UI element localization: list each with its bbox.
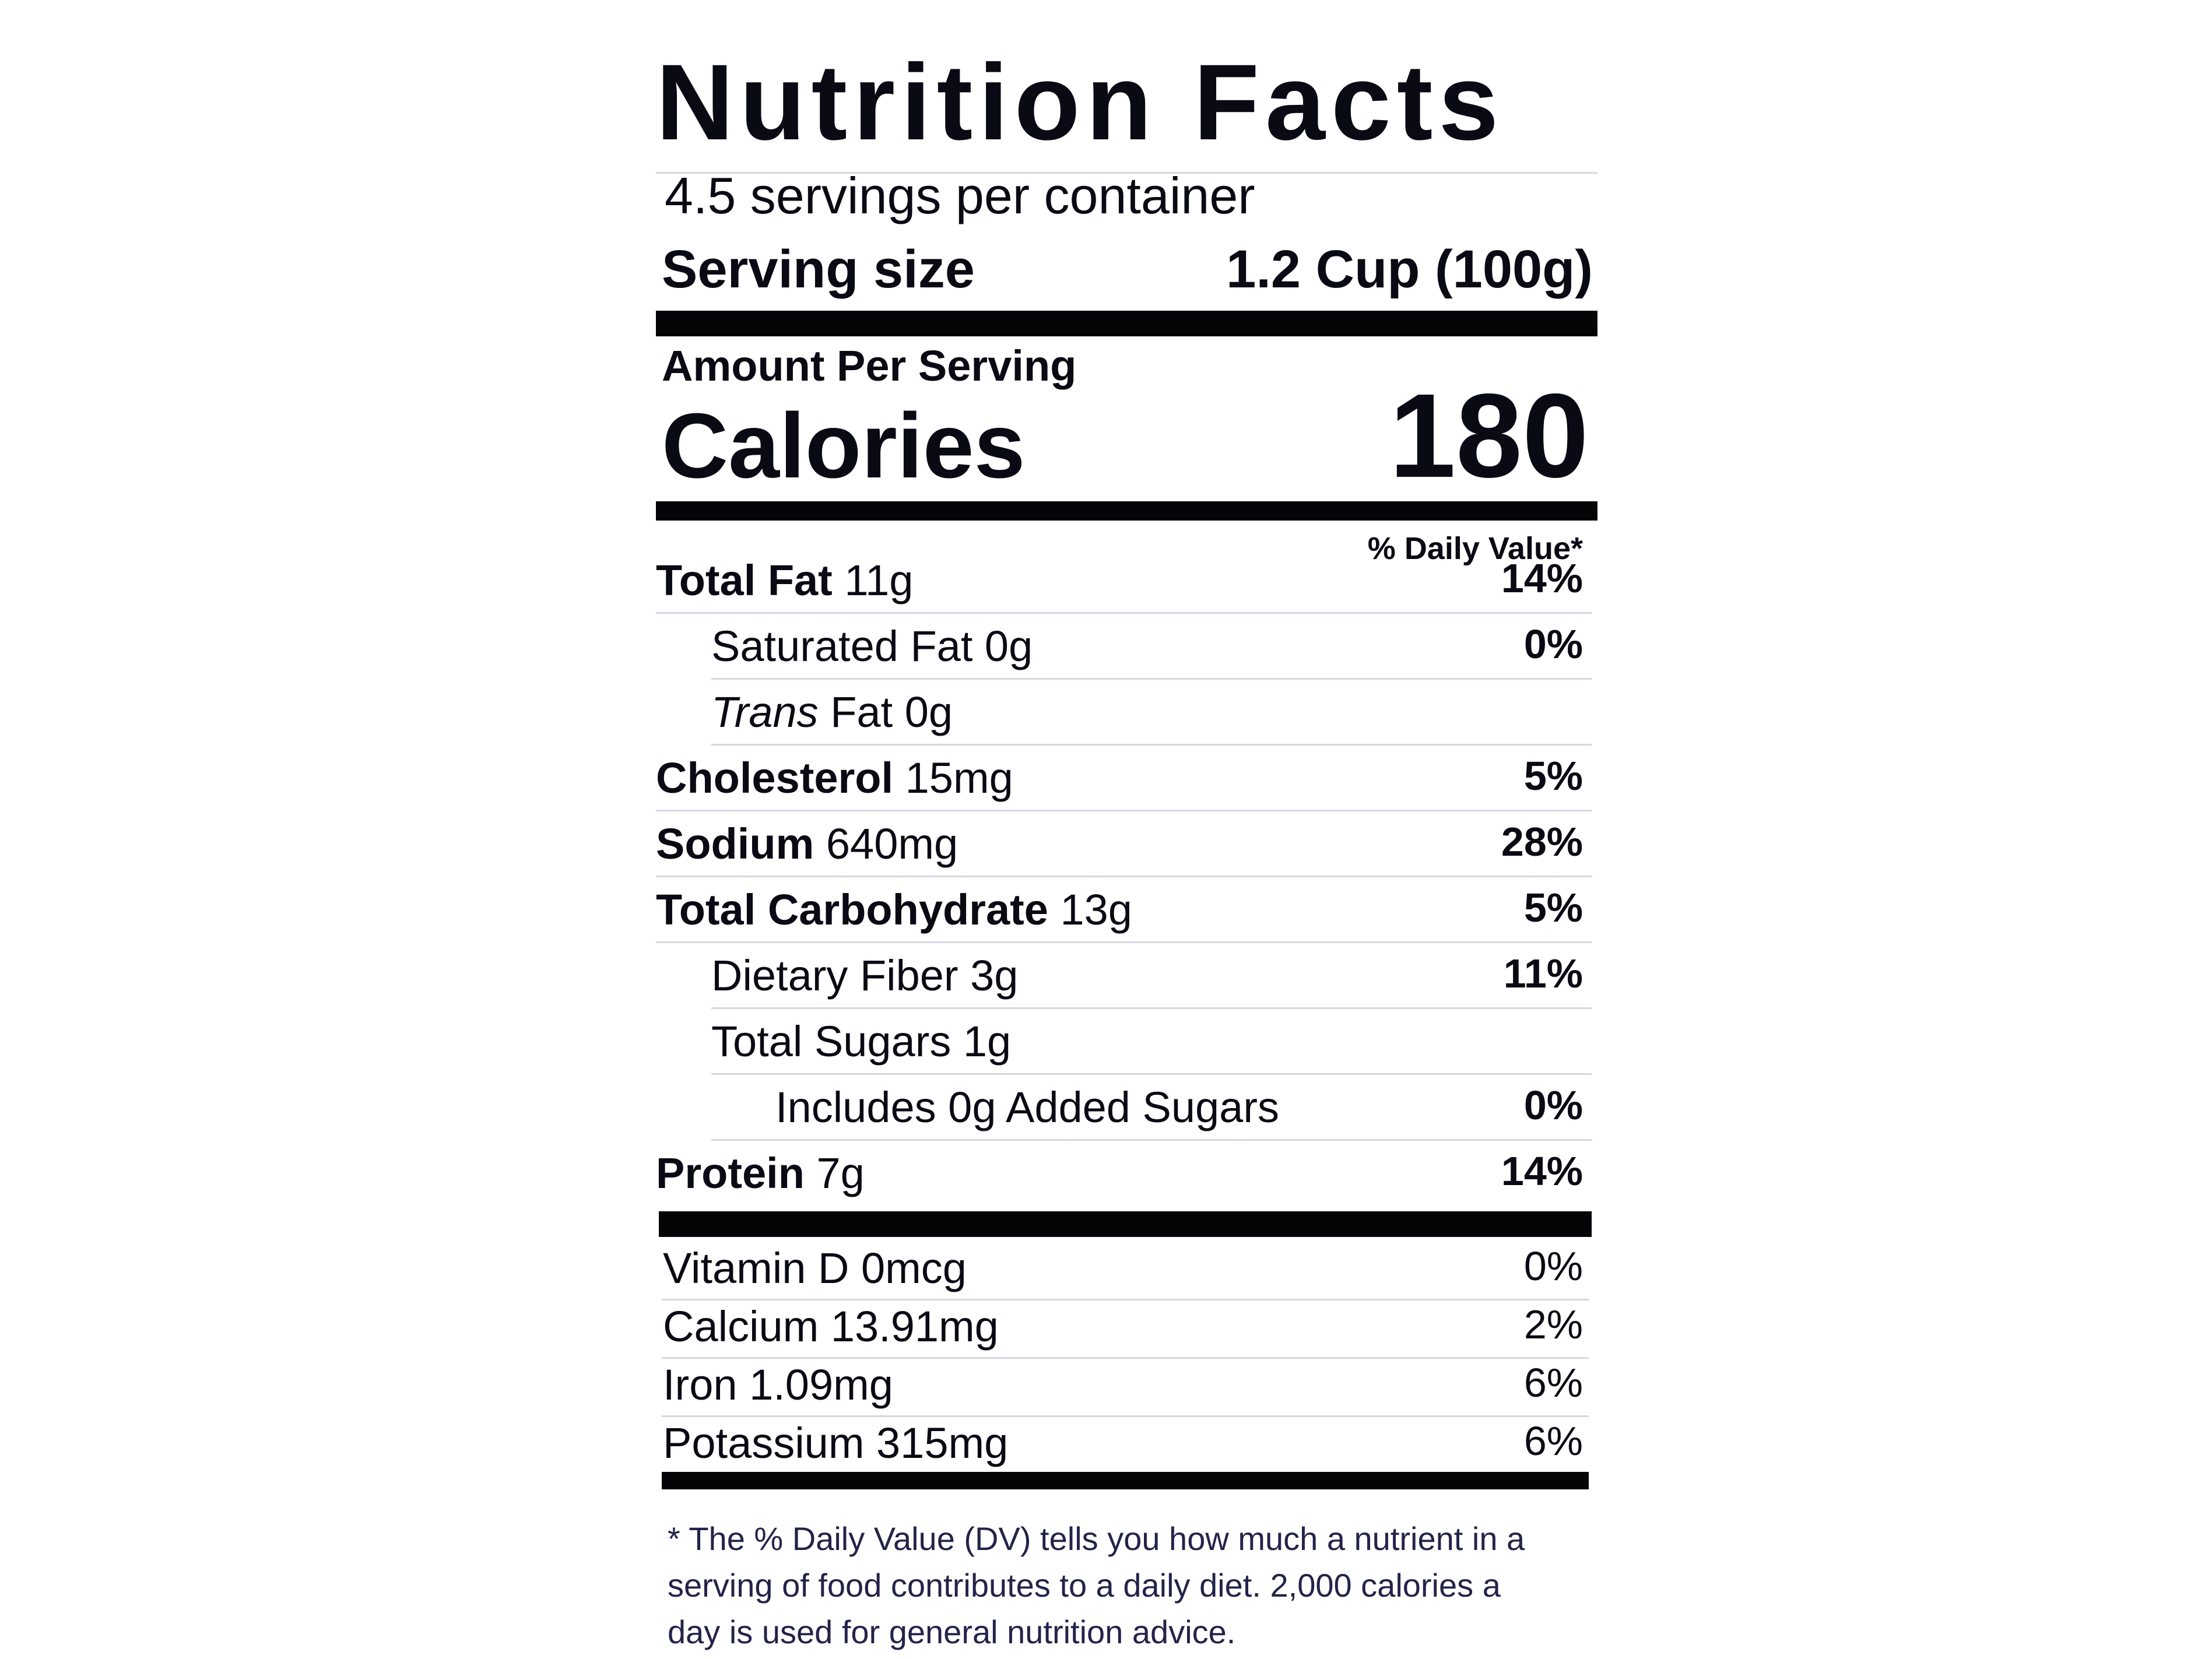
divider [656, 941, 1592, 943]
nutrient-name: Sodium 640mg [656, 820, 958, 868]
nutrient-name: Includes 0g Added Sugars [775, 1083, 1279, 1131]
divider [662, 1299, 1589, 1301]
daily-value-percent: 0% [1523, 621, 1583, 667]
nutrient-row: Total Sugars 1g [656, 1009, 1592, 1073]
daily-value-percent: 5% [1523, 885, 1583, 930]
amount-per-serving: Amount Per Serving [662, 342, 1077, 390]
vitamin-name: Calcium 13.91mg [663, 1302, 999, 1351]
serving-size-value: 1.2 Cup (100g) [1226, 240, 1593, 299]
vitamin-row: Calcium 13.91mg 2% [656, 1294, 1592, 1358]
divider [662, 1357, 1589, 1359]
nutrient-name: Cholesterol 15mg [656, 754, 1013, 802]
divider [711, 678, 1592, 680]
thick-divider [662, 1472, 1589, 1489]
nutrient-name: Total Carbohydrate 13g [656, 885, 1132, 934]
divider [711, 744, 1592, 746]
nutrient-name: Total Sugars 1g [711, 1017, 1012, 1066]
daily-value-percent: 14% [1501, 1148, 1583, 1194]
nutrient-name: Trans Fat 0g [711, 688, 953, 736]
nutrient-row: Protein 7g 14% [656, 1141, 1592, 1205]
vitamin-name: Iron 1.09mg [663, 1361, 893, 1409]
label-title: Nutrition Facts [656, 43, 1505, 163]
serving-size-label: Serving size [662, 240, 975, 299]
nutrient-name-bold: Total Carbohydrate [656, 885, 1048, 934]
nutrition-facts-label: Nutrition Facts 4.5 servings per contain… [656, 23, 1597, 1650]
divider [656, 612, 1592, 614]
daily-value-percent: 0% [1523, 1243, 1583, 1289]
vitamin-row: Potassium 315mg 6% [656, 1411, 1592, 1475]
nutrient-name-bold: Sodium [656, 820, 814, 868]
daily-value-percent: 28% [1501, 819, 1583, 864]
nutrient-name-bold: Protein [656, 1149, 805, 1197]
calories-value: 180 [1389, 369, 1589, 502]
calories-label: Calories [662, 395, 1026, 497]
nutrient-row: Cholesterol 15mg 5% [656, 746, 1592, 810]
daily-value-percent: 14% [1501, 556, 1583, 601]
thick-divider [656, 311, 1597, 336]
divider [656, 876, 1592, 877]
vitamin-name: Vitamin D 0mcg [663, 1244, 967, 1292]
divider [711, 1073, 1592, 1075]
nutrient-name-italic: Trans [711, 688, 819, 736]
vitamin-row: Iron 1.09mg 6% [656, 1352, 1592, 1417]
nutrient-name-bold: Cholesterol [656, 754, 894, 802]
divider [711, 1007, 1592, 1009]
daily-value-header: % Daily Value* [1367, 531, 1583, 566]
nutrient-row: Total Fat 11g 14% [656, 548, 1592, 612]
nutrient-row: Sodium 640mg 28% [656, 811, 1592, 876]
daily-value-percent: 5% [1523, 753, 1583, 799]
nutrient-name: Protein 7g [656, 1149, 865, 1197]
nutrient-row: Trans Fat 0g [656, 680, 1592, 744]
daily-value-percent: 6% [1523, 1418, 1583, 1464]
nutrient-name: Dietary Fiber 3g [711, 951, 1019, 1000]
nutrient-name: Saturated Fat 0g [711, 622, 1033, 670]
footnote: * The % Daily Value (DV) tells you how m… [668, 1520, 1525, 1650]
servings-per-container: 4.5 servings per container [665, 167, 1255, 224]
divider [656, 810, 1592, 811]
nutrient-name-bold: Total Fat [656, 556, 833, 604]
daily-value-percent: 11% [1503, 951, 1583, 996]
nutrient-row: Includes 0g Added Sugars 0% [656, 1075, 1592, 1139]
nutrient-row: Total Carbohydrate 13g 5% [656, 877, 1592, 941]
divider [662, 1415, 1589, 1417]
divider [711, 1139, 1592, 1141]
nutrient-row: Saturated Fat 0g 0% [656, 614, 1592, 678]
vitamin-name: Potassium 315mg [663, 1419, 1009, 1467]
divider [656, 172, 1597, 174]
nutrient-name: Total Fat 11g [656, 556, 914, 604]
vitamin-row: Vitamin D 0mcg 0% [656, 1236, 1592, 1300]
thick-divider [659, 1211, 1592, 1237]
nutrient-row: Dietary Fiber 3g 11% [656, 943, 1592, 1007]
daily-value-percent: 0% [1523, 1082, 1583, 1128]
daily-value-percent: 2% [1523, 1302, 1583, 1347]
thick-divider [656, 501, 1597, 521]
daily-value-percent: 6% [1523, 1360, 1583, 1405]
